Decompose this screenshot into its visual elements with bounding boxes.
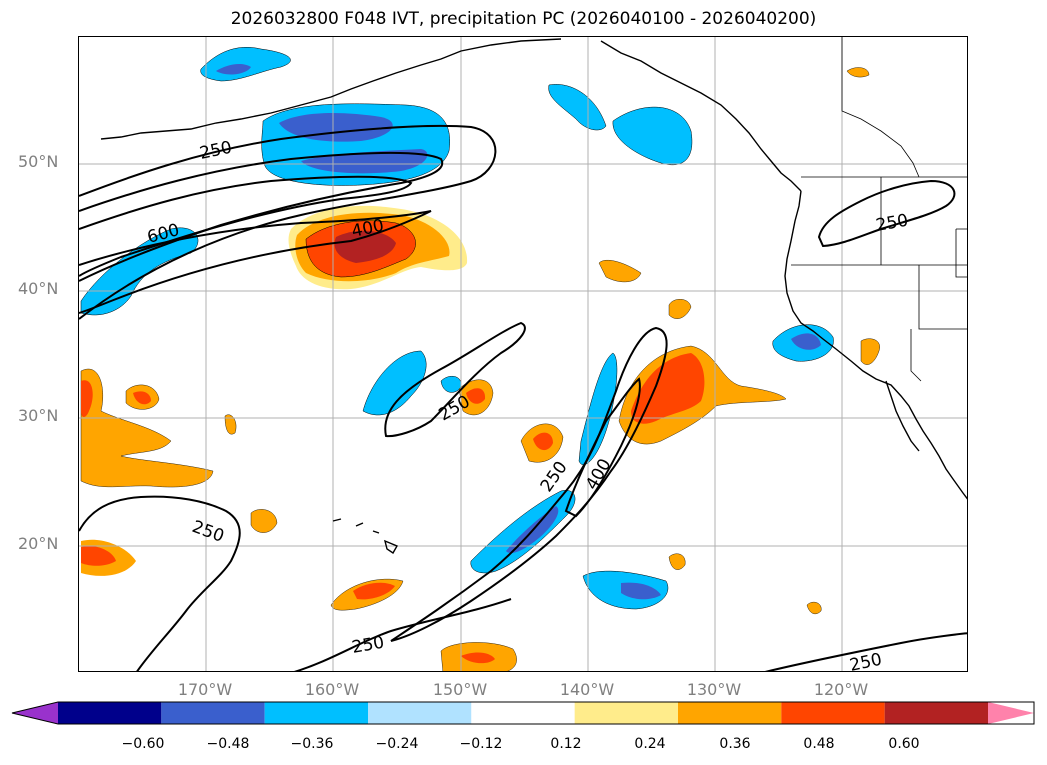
colorbar-segment [264,702,368,724]
colorbar-segment [471,702,575,724]
colorbar-segment [574,702,678,724]
pos-region-north-pacific-dark [334,230,396,263]
pos-region-small-1 [598,260,642,283]
neg-region-bc [548,84,607,131]
colorbar-segment [884,702,988,724]
colorbar-tick-label: 0.48 [803,736,835,752]
colorbar-segment [368,702,472,724]
lat-label-30n: 30°N [18,406,59,425]
coastlines [100,38,967,554]
map-canvas: 250 600 400 250 250 400 250 250 250 250 [79,37,967,672]
colorbar-segment [781,702,885,724]
neg-region-bc2 [612,106,693,166]
ivt-contour-250-southwest [79,495,241,671]
colorbar-tick-label: 0.36 [719,736,751,752]
lon-label-160w: 160°W [304,680,360,699]
pos-region-mid-b-core [533,432,553,451]
ivt-contour-250-se [764,632,967,671]
colorbar-tick-label: −0.12 [459,736,503,752]
ivt-contour-250-south [293,598,512,671]
colorbar-tick-label: 0.60 [888,736,920,752]
colorbar-tick-label: −0.24 [375,736,419,752]
pos-region-mid-small-core [466,388,486,404]
pos-region-south-core [461,652,495,664]
lon-label-170w: 170°W [177,680,233,699]
colorbar-tick-label: −0.48 [206,736,250,752]
neg-region-aleutian-core [216,64,251,75]
ivt-contour-250-ne [817,179,956,248]
lat-label-40n: 40°N [18,279,59,298]
lon-label-140w: 140°W [559,680,615,699]
lon-label-150w: 150°W [432,680,488,699]
neg-region-mid-a [362,350,427,416]
alaska-panhandle-coast [600,40,802,192]
pos-region-small-4 [250,509,278,533]
ivt-contour-400-band [564,377,641,518]
ivt-contour-label-group: 250 600 400 250 250 400 250 250 250 250 [145,138,910,672]
ivt-contour-250-band [390,326,668,642]
pos-region-west-large [80,368,214,488]
neg-region-band-north [578,352,618,465]
ivt-contour-400-mid [79,210,432,314]
alaska-aleutian-coast [100,38,562,140]
colorbar-tick-label: −0.36 [290,736,334,752]
ivt-contours [79,124,967,671]
contour-label-250-south: 250 [350,633,385,658]
ivt-contour-250-mid [384,321,526,438]
pos-region-small-2 [668,299,692,319]
pos-region-small-8 [224,414,237,435]
ivt-contour-600 [79,175,413,277]
colorbar-segment [58,702,162,724]
pos-region-southwest-core [81,545,116,566]
pos-region-east-band-core [631,353,705,424]
colorbar-extend-left [12,702,58,724]
neg-region-se-core [621,582,661,600]
colorbar-tick-label: 0.12 [550,736,582,752]
pos-region-small-7 [846,67,870,78]
neg-region-california-core [791,333,821,350]
map-gridlines [79,37,967,671]
pos-region-west-dot-core [133,391,151,405]
neg-region-gulf-alaska-core [279,113,393,142]
pos-region-small-6 [668,553,686,570]
neg-region-aleutian [200,47,291,82]
contour-label-250-north: 250 [198,138,234,164]
neg-region-mid-b [440,375,462,393]
colorbar-extend-right [988,702,1034,724]
lon-label-130w: 130°W [686,680,742,699]
colorbar-tick-label: 0.24 [634,736,666,752]
colorbar [11,701,1035,725]
colorbar-tick-label: −0.60 [121,736,165,752]
contour-label-250-ne: 250 [874,211,909,236]
colorbar-segments [12,702,1034,724]
lat-label-20n: 20°N [18,534,59,553]
colorbar-segment [678,702,782,724]
pos-region-west-red [81,380,93,417]
contour-label-250-se: 250 [848,650,884,672]
colorbar-segment [161,702,265,724]
lon-label-120w: 120°W [813,680,869,699]
map-frame: 250 600 400 250 250 400 250 250 250 250 [78,36,968,672]
us-west-coast [784,190,967,500]
map-title: 2026032800 F048 IVT, precipitation PC (2… [230,9,817,29]
pos-region-small-9 [806,601,822,615]
pos-region-small-5-core [353,582,395,600]
contour-label-250-southwest: 250 [189,517,226,547]
lat-label-50n: 50°N [18,152,59,171]
hawaii-islands [332,518,399,554]
pos-region-small-3 [860,338,880,365]
baja-coast [885,380,920,452]
colorbar-outline [11,701,1035,725]
